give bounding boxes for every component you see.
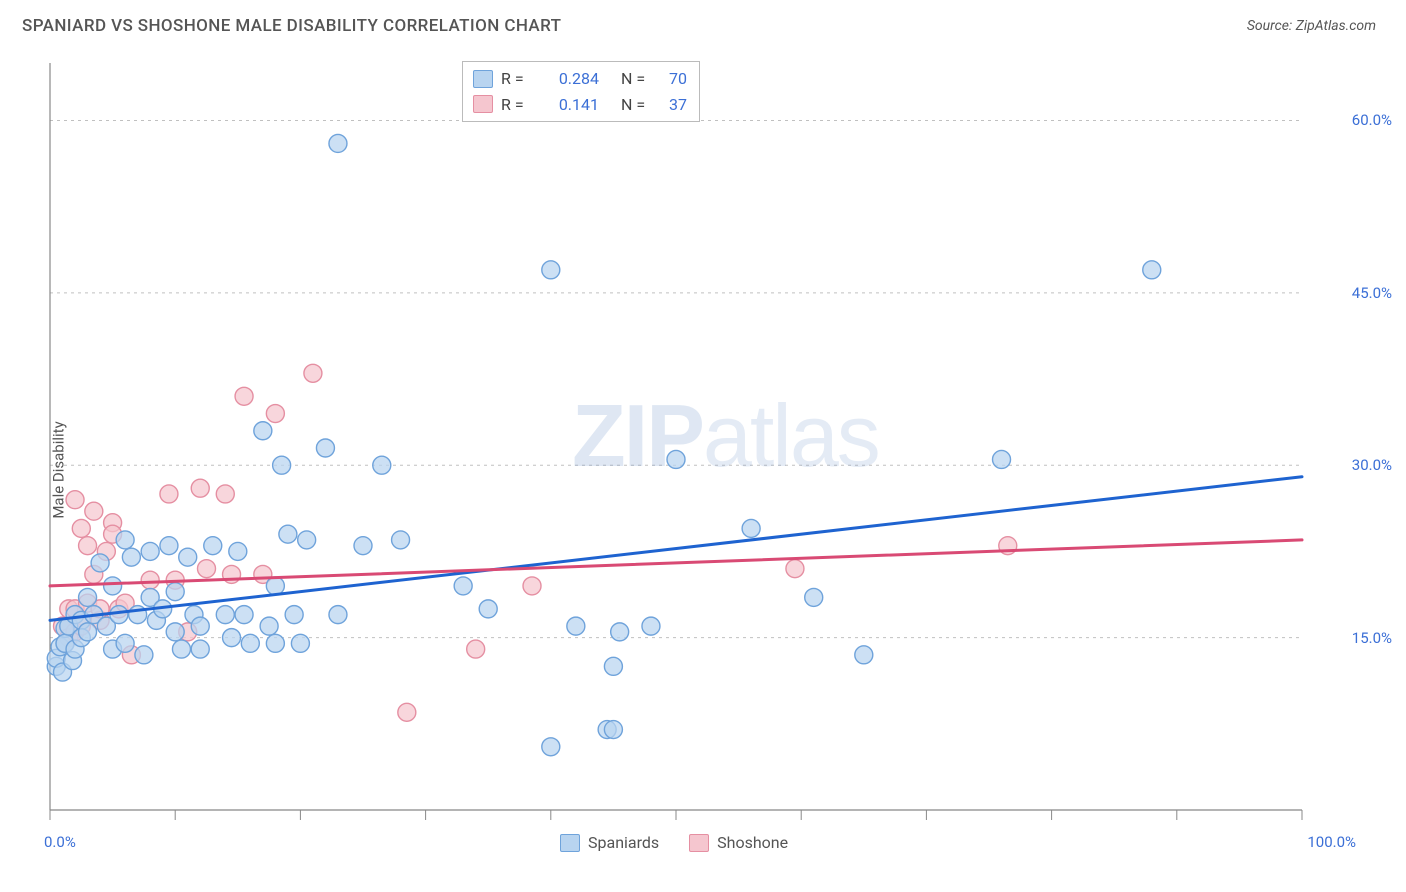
correlation-legend: R = 0.284 N = 70 R = 0.141 N = 37 (462, 61, 700, 122)
n-value-spaniards: 70 (657, 66, 687, 92)
y-axis-tick-label: 30.0% (1352, 456, 1392, 474)
swatch-shoshone-bottom (689, 834, 709, 852)
correlation-row-shoshone: R = 0.141 N = 37 (473, 92, 687, 118)
swatch-shoshone (473, 95, 493, 113)
source-label: Source: ZipAtlas.com (1247, 18, 1376, 34)
y-axis-tick-label: 15.0% (1352, 629, 1392, 647)
n-value-shoshone: 37 (657, 92, 687, 118)
r-label: R = (501, 66, 529, 92)
r-value-spaniards: 0.284 (537, 66, 599, 92)
legend-item-shoshone: Shoshone (689, 833, 788, 852)
scatter-plot (0, 55, 1406, 885)
x-axis-max-label: 100.0% (1307, 833, 1356, 851)
swatch-spaniards (473, 70, 493, 88)
r-label: R = (501, 92, 529, 118)
r-value-shoshone: 0.141 (537, 92, 599, 118)
swatch-spaniards-bottom (560, 834, 580, 852)
x-axis-min-label: 0.0% (44, 833, 76, 851)
y-axis-tick-label: 45.0% (1352, 284, 1392, 302)
legend-item-spaniards: Spaniards (560, 833, 659, 852)
legend-label-shoshone: Shoshone (717, 833, 788, 852)
chart-title: SPANIARD VS SHOSHONE MALE DISABILITY COR… (22, 16, 561, 36)
chart-area: Male Disability ZIPatlas R = 0.284 N = 7… (0, 55, 1406, 885)
y-axis-tick-label: 60.0% (1352, 111, 1392, 129)
correlation-row-spaniards: R = 0.284 N = 70 (473, 66, 687, 92)
legend-label-spaniards: Spaniards (588, 833, 659, 852)
n-label: N = (621, 66, 649, 92)
series-legend: Spaniards Shoshone (560, 833, 788, 852)
n-label: N = (621, 92, 649, 118)
